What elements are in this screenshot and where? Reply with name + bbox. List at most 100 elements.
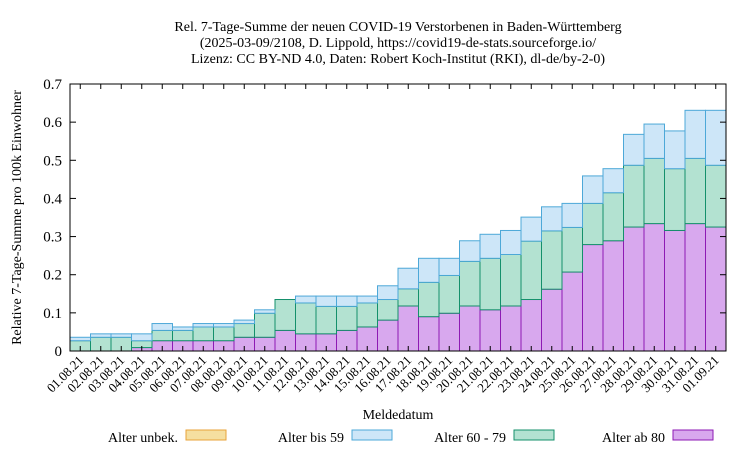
bar-segment <box>356 295 378 304</box>
bar-segment <box>582 175 604 204</box>
bar-segment <box>541 288 563 352</box>
bar-segment <box>397 267 419 290</box>
bar-segment <box>254 312 276 338</box>
bar-segment <box>172 329 194 342</box>
bar-segment <box>438 274 460 314</box>
bar-segment <box>520 240 542 301</box>
legend-swatch <box>672 429 714 441</box>
bar-segment <box>356 302 378 328</box>
bar-segment <box>90 333 112 338</box>
y-tick-label: 0.1 <box>43 306 62 322</box>
bar-segment <box>664 130 686 170</box>
x-axis-label: Meldedatum <box>363 408 434 423</box>
legend-label: Alter ab 80 <box>602 431 665 446</box>
legend-swatch <box>513 429 555 441</box>
bar-segment <box>69 336 91 342</box>
y-tick-label: 0.5 <box>43 153 62 169</box>
bar-segment <box>438 257 460 276</box>
legend-label: Alter unbek. <box>108 431 178 446</box>
bar-segment <box>192 323 214 328</box>
bar-segment <box>131 333 153 342</box>
bar-segment <box>643 223 665 352</box>
y-tick-label: 0.4 <box>43 191 62 207</box>
bar-segment <box>602 192 624 242</box>
bar-segment <box>110 333 132 338</box>
y-axis-label: Relative 7-Tage-Summe pro 100k Einwohner <box>10 90 25 345</box>
legend-label: Alter bis 59 <box>278 431 344 446</box>
plot-frame <box>69 83 727 352</box>
y-tick-label: 0.6 <box>43 115 62 131</box>
bar-segment <box>397 288 419 307</box>
bar-segment <box>479 233 501 259</box>
bar-segment <box>582 202 604 246</box>
y-tick-label: 0.3 <box>43 230 62 246</box>
bar-segment <box>479 309 501 352</box>
bar-segment <box>500 229 522 256</box>
bar-segment <box>418 281 440 318</box>
bars <box>69 109 727 352</box>
bar-segment <box>643 123 665 159</box>
bar-segment <box>315 305 337 335</box>
bar-segment <box>520 299 542 352</box>
bar-segment <box>274 299 296 331</box>
bar-segment <box>500 305 522 352</box>
bar-segment <box>664 229 686 352</box>
bar-segment <box>561 226 583 273</box>
bar-segment <box>172 326 194 331</box>
bar-segment <box>418 257 440 283</box>
bar-segment <box>520 216 542 242</box>
bar-segment <box>397 305 419 352</box>
bar-segment <box>602 168 624 194</box>
bar-segment <box>664 168 686 231</box>
bar-segment <box>418 316 440 352</box>
legend-swatch <box>351 429 393 441</box>
bar-segment <box>254 309 276 314</box>
bar-segment <box>479 257 501 311</box>
title-line: Rel. 7-Tage-Summe der neuen COVID-19 Ver… <box>174 20 621 35</box>
bar-segment <box>151 329 173 342</box>
bar-segment <box>377 285 399 301</box>
bar-segment <box>623 133 645 166</box>
bar-segment <box>151 323 173 331</box>
bar-segment <box>336 305 358 331</box>
bar-segment <box>192 326 214 342</box>
bar-segment <box>213 326 235 342</box>
legend-swatch <box>185 429 227 441</box>
bar-segment <box>336 295 358 307</box>
legend-label: Alter 60 - 79 <box>434 431 506 446</box>
y-tick-label: 0.7 <box>43 77 62 93</box>
bar-segment <box>213 323 235 328</box>
bar-segment <box>295 302 317 335</box>
bar-segment <box>295 295 317 304</box>
bar-segment <box>233 323 255 338</box>
bar-segment <box>315 295 337 307</box>
bar-segment <box>705 164 727 228</box>
bar-segment <box>684 223 706 352</box>
bar-segment <box>705 226 727 352</box>
y-tick-label: 0.2 <box>43 268 62 284</box>
bar-segment <box>500 254 522 307</box>
legend: Alter unbek. Alter bis 59 Alter 60 - 79 Alt… <box>108 429 714 446</box>
bar-segment <box>684 109 706 159</box>
bar-segment <box>561 202 583 228</box>
bar-segment <box>459 305 481 352</box>
bar-segment <box>459 260 481 307</box>
bar-segment <box>459 240 481 262</box>
bar-segment <box>561 271 583 352</box>
title-line: (2025-03-09/2108, D. Lippold, https://co… <box>200 36 596 51</box>
bar-segment <box>541 230 563 290</box>
bar-segment <box>684 157 706 225</box>
bar-segment <box>643 157 665 225</box>
bar-segment <box>705 109 727 166</box>
bar-segment <box>623 164 645 228</box>
bar-segment <box>582 244 604 352</box>
bar-segment <box>377 299 399 321</box>
title-line: Lizenz: CC BY-ND 4.0, Daten: Robert Koch… <box>191 52 605 67</box>
bar-segment <box>438 312 460 352</box>
chart-title: Rel. 7-Tage-Summe der neuen COVID-19 Ver… <box>174 20 621 67</box>
bar-segment <box>602 240 624 352</box>
y-tick-label: 0 <box>55 344 63 360</box>
bar-segment <box>541 206 563 232</box>
